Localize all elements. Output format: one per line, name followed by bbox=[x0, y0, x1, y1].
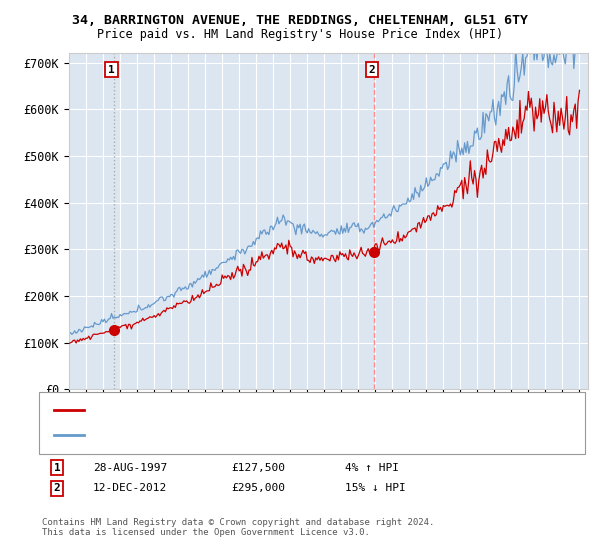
Text: 28-AUG-1997: 28-AUG-1997 bbox=[93, 463, 167, 473]
Text: 34, BARRINGTON AVENUE, THE REDDINGS, CHELTENHAM, GL51 6TY (detached house): 34, BARRINGTON AVENUE, THE REDDINGS, CHE… bbox=[87, 405, 550, 416]
Text: 15% ↓ HPI: 15% ↓ HPI bbox=[345, 483, 406, 493]
Text: £295,000: £295,000 bbox=[231, 483, 285, 493]
Text: 1: 1 bbox=[108, 64, 115, 74]
Text: Price paid vs. HM Land Registry's House Price Index (HPI): Price paid vs. HM Land Registry's House … bbox=[97, 28, 503, 41]
Text: 12-DEC-2012: 12-DEC-2012 bbox=[93, 483, 167, 493]
Text: Contains HM Land Registry data © Crown copyright and database right 2024.
This d: Contains HM Land Registry data © Crown c… bbox=[42, 518, 434, 538]
Text: 2: 2 bbox=[368, 64, 375, 74]
Text: 4% ↑ HPI: 4% ↑ HPI bbox=[345, 463, 399, 473]
Text: 34, BARRINGTON AVENUE, THE REDDINGS, CHELTENHAM, GL51 6TY: 34, BARRINGTON AVENUE, THE REDDINGS, CHE… bbox=[72, 14, 528, 27]
Text: 1: 1 bbox=[53, 463, 61, 473]
Text: HPI: Average price, detached house, Cheltenham: HPI: Average price, detached house, Chel… bbox=[87, 430, 374, 440]
Text: £127,500: £127,500 bbox=[231, 463, 285, 473]
Text: 2: 2 bbox=[53, 483, 61, 493]
